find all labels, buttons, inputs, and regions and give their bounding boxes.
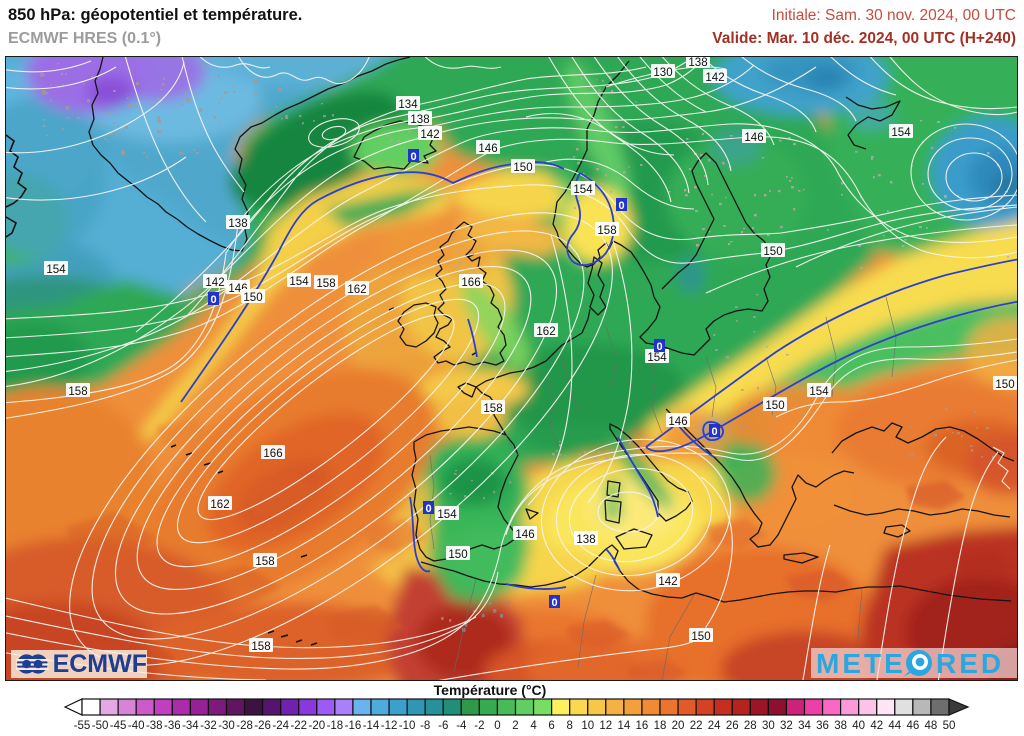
svg-text:-26: -26 (254, 720, 271, 732)
svg-text:48: 48 (925, 720, 938, 732)
svg-text:22: 22 (690, 720, 703, 732)
svg-text:166: 166 (263, 448, 282, 460)
svg-text:158: 158 (597, 225, 616, 237)
svg-text:138: 138 (688, 57, 707, 69)
svg-text:154: 154 (289, 276, 309, 288)
svg-text:-22: -22 (290, 720, 307, 732)
svg-text:146: 146 (515, 529, 534, 541)
svg-text:28: 28 (744, 720, 757, 732)
svg-text:34: 34 (798, 720, 811, 732)
svg-text:162: 162 (536, 326, 555, 338)
svg-text:142: 142 (658, 576, 677, 588)
svg-text:2: 2 (512, 720, 518, 732)
svg-text:METE: METE (816, 649, 906, 677)
svg-text:-2: -2 (474, 720, 484, 732)
svg-text:46: 46 (906, 720, 919, 732)
svg-text:154: 154 (809, 386, 829, 398)
svg-text:-12: -12 (381, 720, 398, 732)
svg-text:138: 138 (576, 534, 595, 546)
svg-text:0: 0 (210, 294, 216, 306)
svg-text:166: 166 (461, 277, 480, 289)
svg-text:146: 146 (744, 132, 763, 144)
svg-text:150: 150 (513, 162, 532, 174)
svg-text:0: 0 (618, 200, 624, 212)
svg-text:-18: -18 (327, 720, 344, 732)
svg-text:162: 162 (210, 499, 229, 511)
svg-text:150: 150 (448, 549, 467, 561)
svg-text:158: 158 (255, 556, 274, 568)
svg-text:0: 0 (656, 341, 662, 353)
svg-text:146: 146 (668, 416, 687, 428)
svg-text:0: 0 (711, 426, 717, 438)
svg-text:-50: -50 (92, 720, 109, 732)
svg-text:142: 142 (205, 277, 224, 289)
svg-text:150: 150 (763, 246, 782, 258)
svg-text:38: 38 (834, 720, 847, 732)
svg-text:6: 6 (548, 720, 554, 732)
svg-text:158: 158 (316, 278, 335, 290)
svg-text:-30: -30 (218, 720, 235, 732)
svg-text:150: 150 (243, 292, 262, 304)
svg-text:0: 0 (410, 151, 416, 163)
svg-text:-14: -14 (363, 720, 380, 732)
svg-text:-16: -16 (345, 720, 362, 732)
svg-text:154: 154 (647, 352, 667, 364)
svg-text:16: 16 (636, 720, 649, 732)
svg-text:158: 158 (483, 403, 502, 415)
svg-text:138: 138 (228, 218, 247, 230)
svg-text:20: 20 (672, 720, 685, 732)
svg-text:14: 14 (617, 720, 630, 732)
svg-text:162: 162 (347, 284, 366, 296)
svg-text:8: 8 (566, 720, 572, 732)
svg-text:-8: -8 (420, 720, 430, 732)
svg-text:154: 154 (46, 264, 66, 276)
svg-text:-4: -4 (456, 720, 467, 732)
svg-text:-55: -55 (74, 720, 91, 732)
svg-text:-45: -45 (110, 720, 127, 732)
svg-text:0: 0 (425, 503, 431, 515)
svg-text:130: 130 (653, 67, 672, 79)
svg-text:146: 146 (478, 143, 497, 155)
svg-text:32: 32 (780, 720, 793, 732)
svg-text:40: 40 (852, 720, 865, 732)
svg-text:134: 134 (398, 99, 418, 111)
svg-text:26: 26 (726, 720, 739, 732)
svg-text:-32: -32 (200, 720, 217, 732)
svg-text:0: 0 (494, 720, 500, 732)
svg-text:154: 154 (891, 127, 911, 139)
svg-text:RED: RED (936, 649, 1004, 677)
svg-text:4: 4 (530, 720, 537, 732)
svg-text:142: 142 (420, 129, 439, 141)
svg-text:12: 12 (599, 720, 612, 732)
svg-text:150: 150 (995, 379, 1014, 391)
svg-text:24: 24 (708, 720, 721, 732)
svg-text:30: 30 (762, 720, 775, 732)
svg-text:158: 158 (251, 641, 270, 653)
svg-text:36: 36 (816, 720, 829, 732)
svg-text:10: 10 (581, 720, 594, 732)
svg-text:-24: -24 (272, 720, 289, 732)
svg-text:-20: -20 (308, 720, 325, 732)
svg-text:50: 50 (943, 720, 956, 732)
svg-text:154: 154 (573, 184, 593, 196)
svg-text:0: 0 (551, 597, 557, 609)
svg-text:158: 158 (68, 386, 87, 398)
svg-text:142: 142 (705, 72, 724, 84)
svg-text:150: 150 (691, 631, 710, 643)
svg-text:150: 150 (765, 400, 784, 412)
svg-text:-6: -6 (438, 720, 448, 732)
svg-text:-36: -36 (164, 720, 181, 732)
svg-text:-28: -28 (236, 720, 253, 732)
svg-text:154: 154 (437, 509, 457, 521)
svg-text:-10: -10 (399, 720, 416, 732)
svg-text:-40: -40 (128, 720, 145, 732)
svg-text:-38: -38 (146, 720, 163, 732)
svg-text:-34: -34 (182, 720, 199, 732)
svg-text:138: 138 (410, 114, 429, 126)
svg-text:44: 44 (888, 720, 901, 732)
svg-text:42: 42 (870, 720, 883, 732)
svg-text:18: 18 (654, 720, 667, 732)
